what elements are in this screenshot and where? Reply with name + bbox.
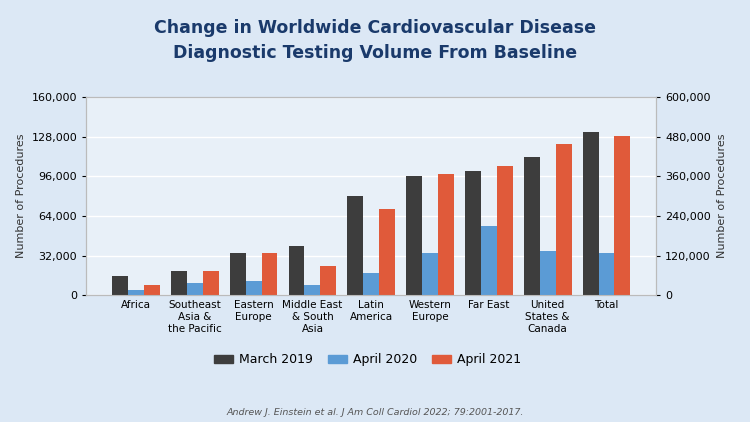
Bar: [347, 196, 363, 295]
Bar: [438, 174, 454, 295]
Y-axis label: Number of Procedures: Number of Procedures: [16, 134, 26, 259]
Bar: [540, 251, 556, 295]
Bar: [406, 176, 422, 295]
Bar: [128, 290, 144, 295]
Bar: [230, 253, 246, 295]
Bar: [289, 246, 304, 295]
Text: Diagnostic Testing Volume From Baseline: Diagnostic Testing Volume From Baseline: [173, 44, 577, 62]
Bar: [598, 254, 614, 295]
Bar: [465, 171, 481, 295]
Bar: [320, 266, 336, 295]
Bar: [187, 283, 202, 295]
Bar: [524, 157, 540, 295]
Bar: [556, 144, 572, 295]
Bar: [144, 285, 160, 295]
Bar: [481, 226, 496, 295]
Bar: [246, 281, 262, 295]
Bar: [380, 208, 395, 295]
Bar: [171, 271, 187, 295]
Bar: [304, 285, 320, 295]
Text: Andrew J. Einstein et al. J Am Coll Cardiol 2022; 79:2001-2017.: Andrew J. Einstein et al. J Am Coll Card…: [226, 408, 524, 417]
Bar: [202, 271, 218, 295]
Bar: [363, 273, 380, 295]
Bar: [112, 276, 128, 295]
Text: Change in Worldwide Cardiovascular Disease: Change in Worldwide Cardiovascular Disea…: [154, 19, 596, 37]
Bar: [614, 136, 630, 295]
Bar: [496, 166, 513, 295]
Legend: March 2019, April 2020, April 2021: March 2019, April 2020, April 2021: [209, 349, 526, 371]
Bar: [262, 253, 278, 295]
Y-axis label: Number of Procedures: Number of Procedures: [716, 134, 727, 259]
Bar: [422, 253, 438, 295]
Bar: [583, 132, 598, 295]
